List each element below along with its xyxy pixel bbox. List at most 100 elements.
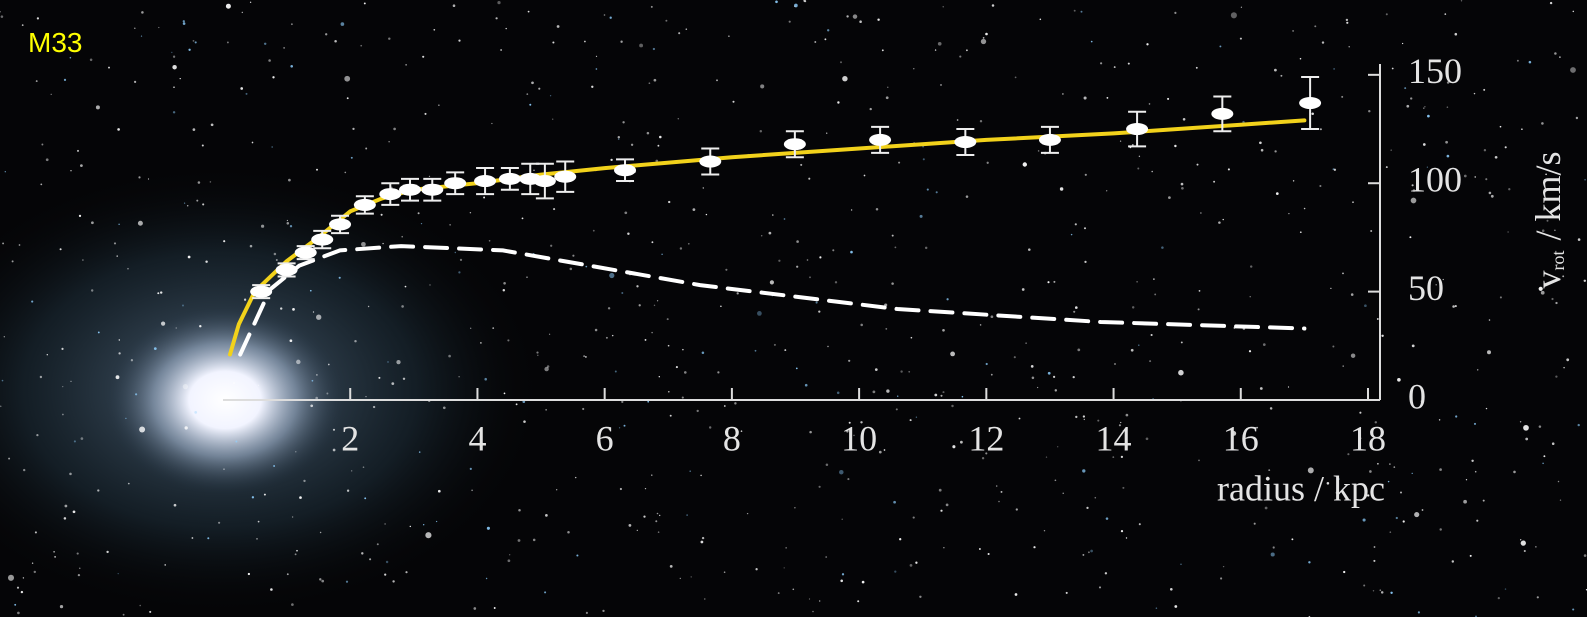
star <box>492 327 494 329</box>
star <box>116 375 120 379</box>
star <box>1199 290 1201 292</box>
star <box>1149 360 1151 362</box>
star <box>258 385 259 386</box>
data-point <box>421 184 443 196</box>
star <box>531 81 534 84</box>
star <box>1183 118 1186 121</box>
star <box>2 242 4 244</box>
star <box>553 208 555 210</box>
data-point <box>869 134 891 146</box>
star <box>686 28 688 30</box>
star <box>1550 2 1552 4</box>
star <box>174 504 177 507</box>
star <box>351 470 352 471</box>
star <box>90 59 93 62</box>
star <box>645 488 646 489</box>
star <box>494 607 496 609</box>
star <box>1452 560 1454 562</box>
star <box>1314 25 1316 27</box>
star <box>853 14 857 18</box>
star <box>1132 306 1134 308</box>
star <box>182 305 184 307</box>
star <box>425 532 431 538</box>
star <box>69 473 72 476</box>
data-point <box>614 164 636 176</box>
star <box>287 220 288 221</box>
star <box>509 554 510 555</box>
chart-title: M33 <box>28 27 82 58</box>
star <box>936 191 938 193</box>
star <box>769 232 772 235</box>
star <box>668 345 670 347</box>
star <box>734 402 736 404</box>
star <box>401 305 404 308</box>
star <box>1016 508 1018 510</box>
star <box>2 380 4 382</box>
star <box>538 88 540 90</box>
star <box>61 348 63 350</box>
star <box>1038 150 1040 152</box>
star <box>310 290 312 292</box>
star <box>622 121 624 123</box>
star <box>794 507 795 508</box>
star <box>875 368 878 371</box>
star <box>688 243 690 245</box>
star <box>1390 531 1392 533</box>
star <box>709 426 711 428</box>
star <box>591 86 593 88</box>
star <box>351 157 353 159</box>
star <box>1541 122 1544 125</box>
star <box>1063 493 1064 494</box>
star <box>998 501 1000 503</box>
star <box>809 598 810 599</box>
star <box>418 212 420 214</box>
star <box>1099 586 1101 588</box>
star <box>595 329 598 332</box>
data-point <box>784 138 806 150</box>
star <box>1261 149 1264 152</box>
star <box>1455 33 1458 36</box>
star <box>804 0 806 2</box>
star <box>1525 438 1528 441</box>
star <box>8 458 10 460</box>
star <box>443 406 446 409</box>
star <box>885 328 887 330</box>
star <box>612 335 613 336</box>
star <box>824 38 826 40</box>
star <box>893 501 896 504</box>
star <box>757 311 762 316</box>
star <box>424 113 426 115</box>
star <box>1330 288 1331 289</box>
star <box>814 41 816 43</box>
star <box>951 405 953 407</box>
star <box>1105 572 1107 574</box>
y-tick-label: 50 <box>1408 268 1444 308</box>
star <box>522 218 524 220</box>
star <box>1342 272 1344 274</box>
star <box>827 346 828 347</box>
star <box>676 366 678 368</box>
star <box>460 259 462 261</box>
star <box>1423 107 1424 108</box>
star <box>1529 61 1532 64</box>
star <box>114 242 116 244</box>
star <box>388 141 389 142</box>
star <box>778 260 780 262</box>
star <box>816 302 818 304</box>
star <box>164 564 166 566</box>
data-point <box>399 184 421 196</box>
star <box>1535 546 1536 547</box>
star <box>544 591 546 593</box>
star <box>384 574 386 576</box>
star <box>1393 466 1395 468</box>
star <box>47 354 48 355</box>
star <box>291 603 294 606</box>
star <box>91 289 93 291</box>
star <box>825 556 827 558</box>
star <box>943 547 944 548</box>
star <box>1320 128 1322 130</box>
star <box>65 505 68 508</box>
star <box>1552 442 1555 445</box>
star <box>1573 11 1575 13</box>
star <box>1084 96 1087 99</box>
